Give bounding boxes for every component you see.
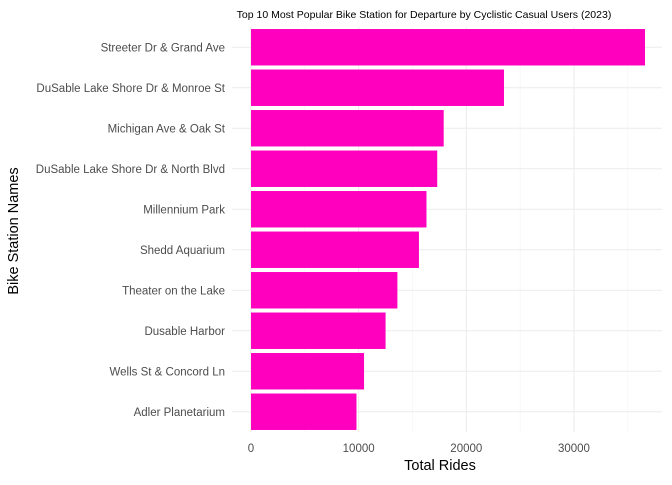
bar — [251, 69, 504, 106]
y-tick-label: Shedd Aquarium — [140, 245, 225, 257]
bar — [251, 29, 645, 66]
x-tick-label: 0 — [248, 443, 254, 455]
bar — [251, 231, 419, 268]
y-tick-label: DuSable Lake Shore Dr & North Blvd — [36, 164, 225, 176]
bar — [251, 353, 365, 390]
bar — [251, 393, 357, 430]
bar — [251, 312, 386, 349]
x-axis-title: Total Rides — [404, 458, 476, 474]
y-tick-label: Streeter Dr & Grand Ave — [101, 42, 225, 54]
y-tick-label: Dusable Harbor — [144, 326, 225, 338]
bar — [251, 150, 438, 187]
y-axis-tick-labels: Streeter Dr & Grand Ave DuSable Lake Shor… — [36, 42, 226, 419]
x-tick-label: 20000 — [450, 443, 482, 455]
y-tick-label: Millennium Park — [143, 204, 225, 216]
y-tick-label: DuSable Lake Shore Dr & Monroe St — [36, 83, 225, 95]
chart-title: Top 10 Most Popular Bike Station for Dep… — [237, 9, 612, 21]
x-tick-label: 30000 — [558, 443, 590, 455]
bar — [251, 272, 398, 309]
y-tick-label: Michigan Ave & Oak St — [108, 123, 226, 135]
y-tick-label: Wells St & Concord Ln — [110, 366, 225, 378]
x-axis-tick-labels: 0 10000 20000 30000 — [248, 443, 590, 455]
bar — [251, 110, 444, 147]
bar — [251, 191, 427, 228]
y-tick-label: Theater on the Lake — [122, 285, 225, 297]
y-axis-title: Bike Station Names — [6, 167, 22, 294]
x-tick-label: 10000 — [343, 443, 375, 455]
y-tick-label: Adler Planetarium — [134, 407, 225, 419]
bars — [251, 29, 645, 430]
